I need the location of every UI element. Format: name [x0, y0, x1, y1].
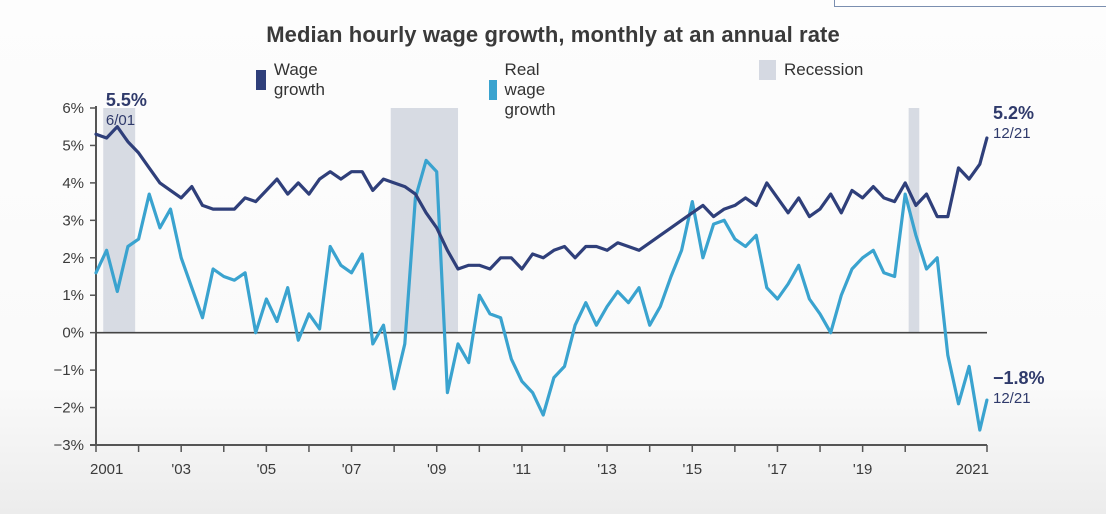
y-tick-label: 1%	[62, 287, 84, 304]
annotation-date-wage-peak: 6/01	[106, 112, 135, 129]
legend-swatch-recession	[759, 60, 776, 80]
x-tick-label: '07	[342, 461, 362, 478]
x-tick-label: '15	[682, 461, 702, 478]
x-tick-label: '19	[853, 461, 873, 478]
legend-item-wage-growth: Wage growth	[256, 60, 332, 100]
x-tick-label: '05	[257, 461, 277, 478]
recession-bands	[103, 108, 920, 333]
series-line-wage-growth	[94, 125, 989, 271]
series-lines	[94, 125, 989, 432]
annotation-value-wage-peak: 5.5%	[106, 90, 147, 110]
y-tick-label: −1%	[54, 362, 84, 379]
y-tick-label: 0%	[62, 325, 84, 342]
x-tick-label: '17	[768, 461, 788, 478]
recession-band	[390, 108, 459, 333]
y-tick-label: 6%	[62, 100, 84, 117]
chart-title: Median hourly wage growth, monthly at an…	[266, 22, 840, 47]
annotation-value-wage-latest: 5.2%	[993, 103, 1034, 123]
x-tick-label: '13	[597, 461, 617, 478]
y-tick-label: 4%	[62, 175, 84, 192]
x-tick-label: '03	[171, 461, 191, 478]
axes: 6% 5% 4% 3% 2% 1% 0% −1% −2% −3% 2001 '03 '05 '07 '09 '…	[54, 100, 989, 478]
y-tick-label: −3%	[54, 437, 84, 454]
x-tick-label: 2021	[956, 461, 989, 478]
legend-item-real-wage-growth: Real wage growth	[489, 60, 565, 120]
y-tick-label: 2%	[62, 250, 84, 267]
legend-item-recession: Recession	[759, 60, 863, 80]
overlay-box-edge	[834, 0, 1106, 7]
annotation-value-real-latest: −1.8%	[993, 368, 1045, 388]
legend-label-recession: Recession	[784, 60, 864, 79]
y-tick-label: 5%	[62, 137, 84, 154]
x-tick-label: 2001	[90, 461, 123, 478]
annotation-date-real-latest: 12/21	[993, 390, 1031, 407]
series-line-real-wage-growth	[94, 158, 989, 432]
y-tick-label: 3%	[62, 212, 84, 229]
x-tick-label: '11	[513, 461, 531, 478]
legend-swatch-real-wage-growth	[489, 80, 497, 100]
y-tick-label: −2%	[54, 400, 84, 417]
annotation-date-wage-latest: 12/21	[993, 125, 1031, 142]
legend-label-real-wage-growth: Real wage growth	[504, 60, 556, 119]
legend-label-wage-growth: Wage growth	[273, 60, 325, 99]
legend-swatch-wage-growth	[256, 70, 266, 90]
recession-band	[908, 108, 920, 333]
x-tick-label: '09	[427, 461, 447, 478]
annotations: 5.5% 6/01 5.2% 12/21 −1.8% 12/21	[106, 90, 1045, 407]
recession-band	[103, 108, 136, 333]
